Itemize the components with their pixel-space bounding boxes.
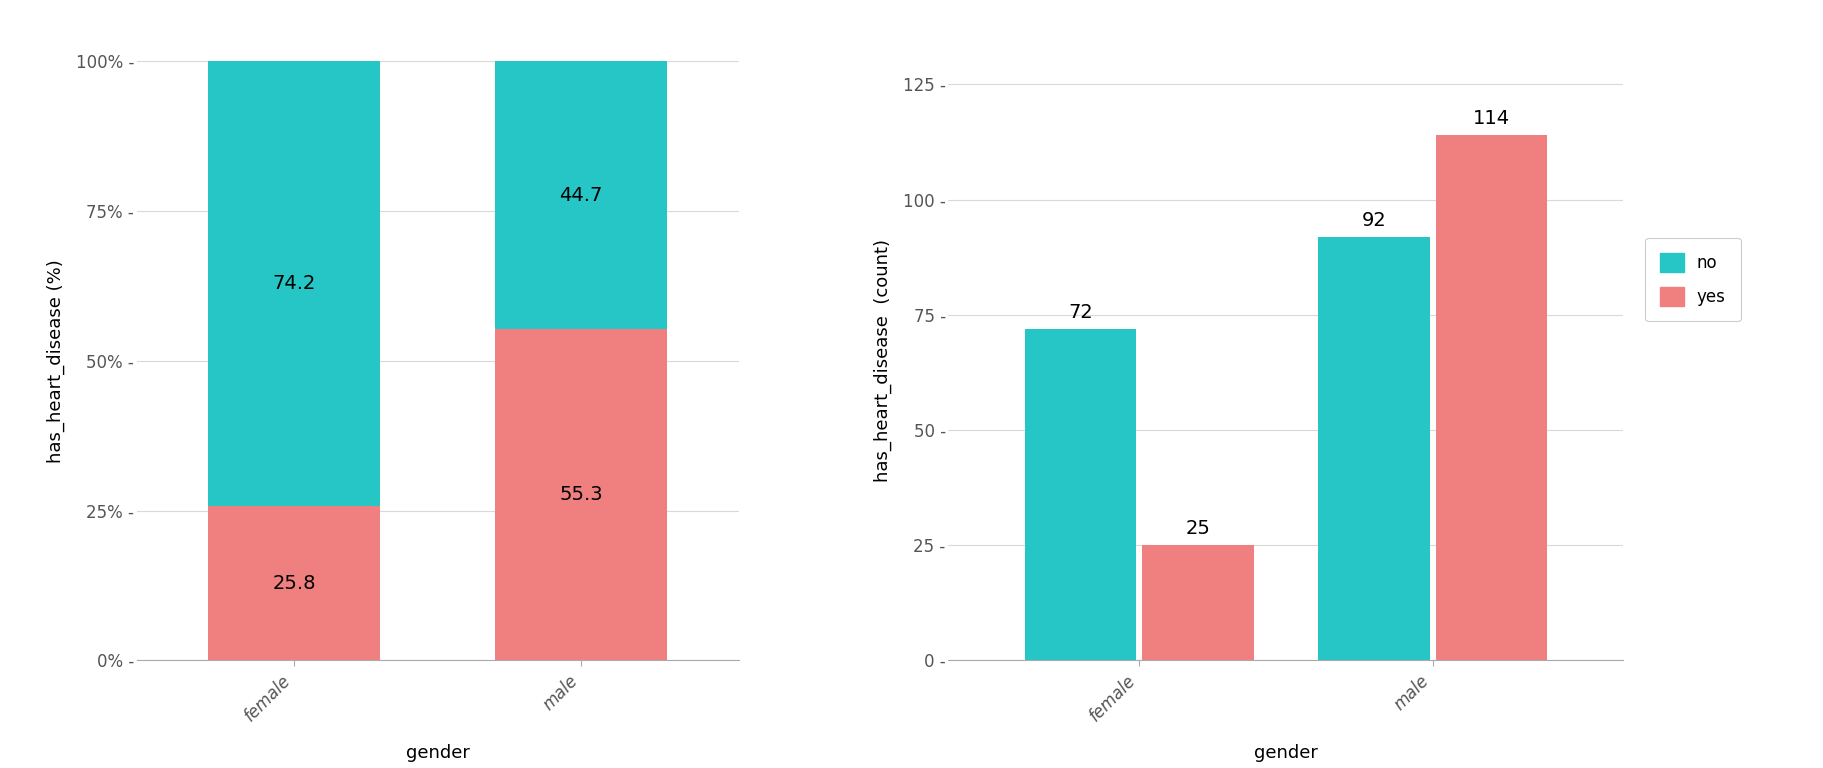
Bar [1025,329,1136,660]
Bar [494,61,667,329]
Text: 74.2: 74.2 [273,274,315,293]
Bar [494,329,667,660]
Text: 92: 92 [1360,210,1385,230]
Y-axis label: has_heart_disease  (count): has_heart_disease (count) [873,240,891,482]
Bar [1141,545,1252,660]
Text: 114: 114 [1471,109,1509,128]
Legend: no, yes: no, yes [1644,237,1739,321]
Text: 72: 72 [1068,303,1092,322]
Bar [1318,237,1429,660]
Bar [208,61,381,506]
Text: 55.3: 55.3 [560,485,603,505]
X-axis label: gender: gender [405,744,470,763]
Bar [208,506,381,660]
Text: 25: 25 [1185,519,1210,538]
Text: 25.8: 25.8 [273,574,315,593]
X-axis label: gender: gender [1252,744,1318,763]
Text: 44.7: 44.7 [560,186,602,205]
Y-axis label: has_heart_disease (%): has_heart_disease (%) [46,259,64,463]
Bar [1435,135,1546,660]
